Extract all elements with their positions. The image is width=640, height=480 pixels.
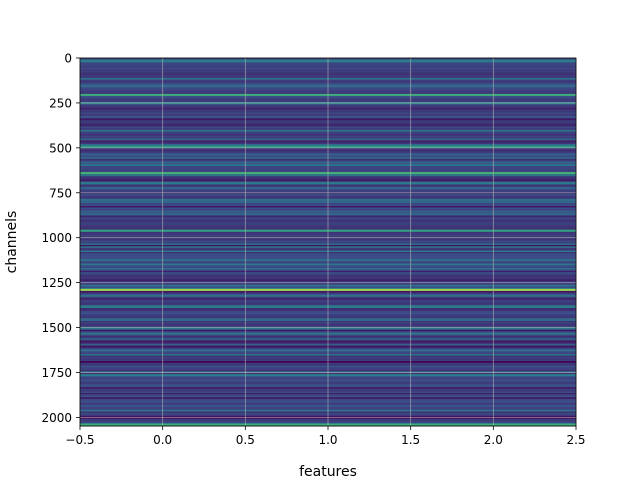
x-tick-label: 2.0 xyxy=(484,433,503,447)
y-tick-label: 1000 xyxy=(41,231,72,245)
y-axis-ticks: 0 250 500 750 1000 1250 1500 1750 2000 xyxy=(41,52,80,425)
y-tick-label: 2000 xyxy=(41,411,72,425)
y-tick-label: 1750 xyxy=(41,366,72,380)
y-tick-label: 1500 xyxy=(41,321,72,335)
x-tick-label: 2.5 xyxy=(566,433,585,447)
y-tick-label: 1250 xyxy=(41,276,72,290)
x-tick-label: 0.5 xyxy=(236,433,255,447)
y-tick-label: 250 xyxy=(49,96,72,110)
y-tick-label: 0 xyxy=(64,52,72,66)
x-tick-label: 0.0 xyxy=(153,433,172,447)
y-tick-label: 750 xyxy=(49,186,72,200)
x-tick-label: −0.5 xyxy=(65,433,94,447)
x-tick-label: 1.0 xyxy=(318,433,337,447)
y-axis-label: channels xyxy=(4,211,20,274)
y-tick-label: 500 xyxy=(49,141,72,155)
x-tick-label: 1.5 xyxy=(401,433,420,447)
x-axis-ticks: −0.5 0.0 0.5 1.0 1.5 2.0 2.5 xyxy=(65,426,586,447)
x-axis-label: features xyxy=(299,464,357,480)
